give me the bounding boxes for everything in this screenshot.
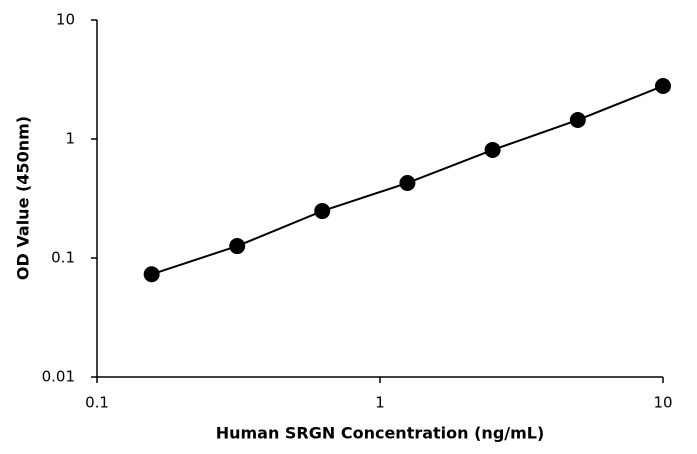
x-tick-label: 1 bbox=[375, 394, 385, 412]
data-point bbox=[655, 77, 671, 94]
data-point bbox=[569, 111, 586, 128]
x-axis-title: Human SRGN Concentration (ng/mL) bbox=[216, 424, 545, 443]
y-tick-label: 0.01 bbox=[42, 368, 75, 386]
y-axis-title: OD Value (450nm) bbox=[14, 116, 33, 280]
x-tick-label: 0.1 bbox=[85, 394, 109, 412]
data-point bbox=[484, 141, 501, 158]
data-point bbox=[229, 238, 246, 255]
data-point bbox=[399, 174, 416, 191]
x-tick-label: 10 bbox=[653, 394, 672, 412]
data-point bbox=[314, 203, 331, 220]
y-tick-label: 10 bbox=[56, 11, 75, 29]
y-tick-label: 1 bbox=[65, 130, 75, 148]
y-tick-label: 0.1 bbox=[51, 249, 75, 267]
data-point bbox=[143, 266, 160, 283]
